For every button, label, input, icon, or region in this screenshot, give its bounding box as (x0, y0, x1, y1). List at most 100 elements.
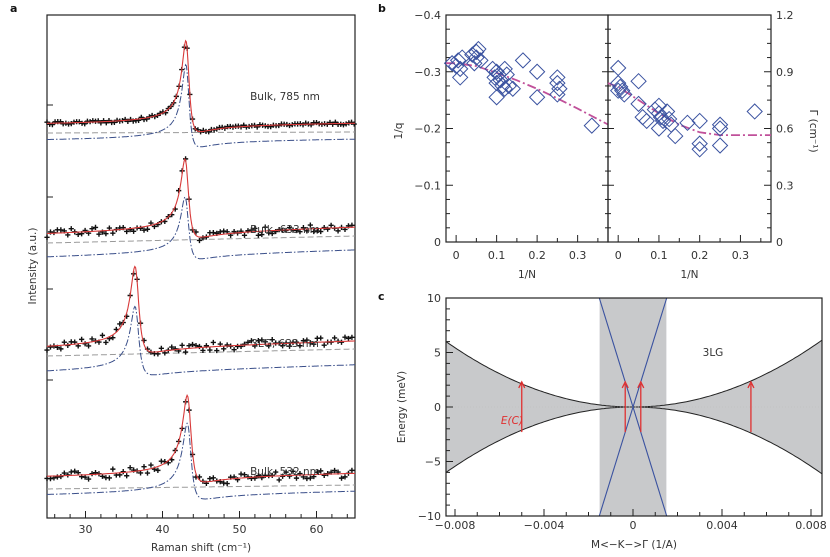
panel-b-data-point (549, 69, 566, 86)
panel-a-data-point (307, 222, 313, 228)
panel-b-ytick-label: 0 (776, 236, 783, 249)
panel-a-data-point (338, 339, 345, 345)
panel-a-data-point (82, 474, 88, 480)
panel-a-data-point (290, 468, 296, 474)
panel-a-data-point (342, 474, 348, 480)
panel-a-data-point (262, 339, 268, 345)
panel-b-data-point (691, 141, 708, 158)
panel-a-data-point (286, 473, 293, 479)
panel-b-data-point (549, 86, 566, 103)
panel-a-data-point (241, 472, 248, 478)
panel-b-fit-line (607, 82, 771, 136)
panel-a-frame (46, 14, 356, 519)
panel-b-data-point (528, 63, 546, 80)
panel-c-ytick-label: 5 (434, 347, 441, 360)
panel-b-data-point (466, 55, 483, 72)
panel-b-xlabel: 1/N (680, 269, 698, 281)
panel-a-data-point (273, 228, 279, 235)
panel-a-data-point (286, 343, 293, 349)
panel-c-plot-area (446, 298, 822, 516)
panel-a-data-point (235, 123, 241, 129)
panel-b-data-point (528, 89, 546, 106)
panel-a-data-point (255, 473, 261, 479)
panel-c-xtick-label: 0.008 (795, 519, 827, 532)
panel-a-data-point (68, 226, 74, 232)
panel-c-linear-band-down (598, 298, 668, 516)
panel-a-data-point (103, 339, 109, 346)
panel-a-data-point (124, 228, 130, 235)
panel-c-xlabel: M<−K−>Γ (1/A) (591, 539, 677, 551)
panel-c-ylabel: Energy (meV) (396, 371, 408, 443)
panel-a-data-point (207, 347, 213, 353)
panel-a-data-point (200, 235, 206, 241)
panel-b-data-point (711, 116, 729, 133)
panel-b-ytick-label: −0.3 (414, 66, 441, 79)
panel-a-data-point (58, 473, 64, 480)
panel-a-data-point (210, 339, 216, 346)
panel-a-data-point (255, 232, 261, 238)
panel-a-data-point (72, 468, 78, 474)
panel-a-fano-line (47, 196, 355, 260)
panel-c-ytick-label: −5 (425, 456, 441, 469)
panel-a-data-point (210, 229, 216, 236)
panel-a-data-point (200, 127, 206, 134)
panel-a-data-point (75, 470, 81, 476)
panel-b-ytick-label: 0 (434, 236, 441, 249)
panel-b-data-point (514, 52, 532, 69)
panel-a-data-point (262, 224, 268, 230)
panel-a-data-point (331, 335, 338, 341)
panel-a-data-point (297, 229, 303, 235)
panel-a-data-point (158, 345, 164, 351)
panel-c-lower-band (446, 406, 822, 475)
panel-a-data-point (149, 112, 155, 119)
panel-a-data-point (144, 470, 151, 476)
panel-b-xtick-label: 0.2 (528, 249, 546, 262)
panel-b-xtick-label: 0.2 (691, 249, 709, 262)
panel-letter-a: a (10, 2, 17, 15)
panel-c-arrow-head (518, 380, 526, 389)
panel-a-data-point (58, 346, 64, 352)
panel-a-data-point (127, 227, 133, 233)
panel-c-ytick-label: 10 (427, 292, 441, 305)
panel-c-xtick-label: 0 (630, 519, 637, 532)
panel-a-data-point (330, 121, 336, 127)
panel-a-data-point (76, 119, 82, 125)
panel-a-trace-label: 3LG, 633 nm (251, 338, 319, 350)
panel-a-background-line (47, 484, 355, 490)
panel-a-data-point (47, 476, 54, 482)
panel-a-data-point (98, 120, 104, 126)
panel-letter-b: b (378, 2, 386, 15)
panel-a-data-point (318, 468, 324, 474)
panel-b-data-point (488, 89, 505, 106)
panel-b-data-point (504, 80, 522, 97)
panel-b-data-point (616, 86, 633, 103)
panel-a-data-point (345, 335, 352, 342)
panel-b-data-point (658, 103, 676, 120)
panel-a-data-point (148, 462, 154, 468)
panel-a-data-point (348, 119, 355, 125)
panel-a-data-point (89, 226, 95, 232)
panel-a-data-point (68, 469, 74, 475)
panel-a-data-point (100, 118, 107, 124)
panel-a-data-point (193, 342, 199, 349)
panel-a-data-point (293, 339, 300, 345)
panel-a-data-points (44, 44, 357, 135)
panel-a-xtick-label: 60 (310, 523, 324, 536)
panel-a-trace-label: Bulk, 532 nm (250, 466, 320, 478)
panel-b-data-point (496, 80, 513, 97)
panel-a-data-point (200, 347, 206, 354)
panel-b-ytick-label: 0.6 (776, 123, 794, 136)
panel-a-background-line (47, 235, 355, 244)
panel-b-ytick-label: 1.2 (776, 9, 794, 22)
panel-b-data-point (451, 60, 469, 78)
panel-b-data-point (650, 120, 668, 137)
panel-a-data-point (117, 321, 123, 327)
panel-a-data-point (96, 231, 102, 237)
panel-c-xtick-label: −0.004 (524, 519, 565, 532)
panel-b-data-point (488, 74, 505, 92)
panel-c-ytick-label: −10 (418, 510, 441, 523)
panel-a-data-point (99, 473, 106, 479)
panel-a-data-point (283, 469, 289, 475)
panel-b-data-point (691, 112, 708, 130)
